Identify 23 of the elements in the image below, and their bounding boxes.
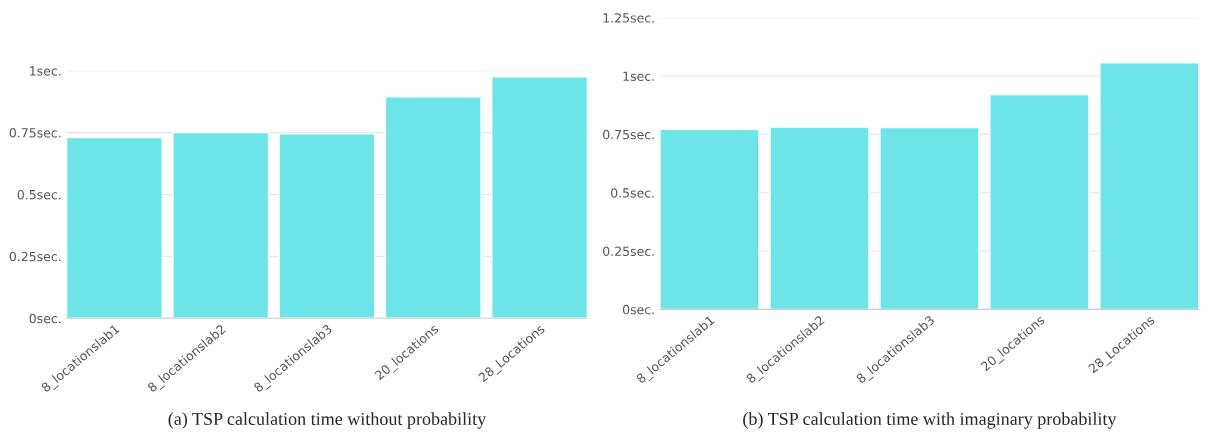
bar: [989, 93, 1090, 310]
text: (a) TSP calculation time without probability: [168, 412, 487, 429]
bar: [490, 76, 588, 319]
bar: [384, 96, 482, 319]
y-tick-label: 0.5sec.: [17, 189, 61, 200]
y-tick-label: 0.75sec.: [603, 129, 654, 140]
y-tick-label: 1sec.: [30, 66, 61, 76]
y-tick-label: 0sec.: [29, 313, 61, 324]
y-tick-label: 0sec.: [622, 304, 654, 315]
bar: [278, 133, 376, 319]
y-tick-label: 1.25sec.: [603, 13, 654, 23]
bar: [1099, 62, 1199, 310]
bar: [879, 126, 980, 310]
y-tick-label: 0.5sec.: [611, 188, 654, 198]
y-tick-label: 1sec.: [623, 71, 654, 81]
bar: [659, 128, 760, 310]
bar: [66, 136, 163, 319]
y-tick-label: 0.25sec.: [9, 251, 61, 262]
y-tick-label: 0.25sec.: [603, 246, 654, 256]
y-tick-label: 0.75sec.: [9, 128, 61, 138]
text: (b) TSP calculation time with imaginary probability: [743, 412, 1117, 429]
bar: [172, 131, 270, 319]
bar: [769, 126, 870, 310]
